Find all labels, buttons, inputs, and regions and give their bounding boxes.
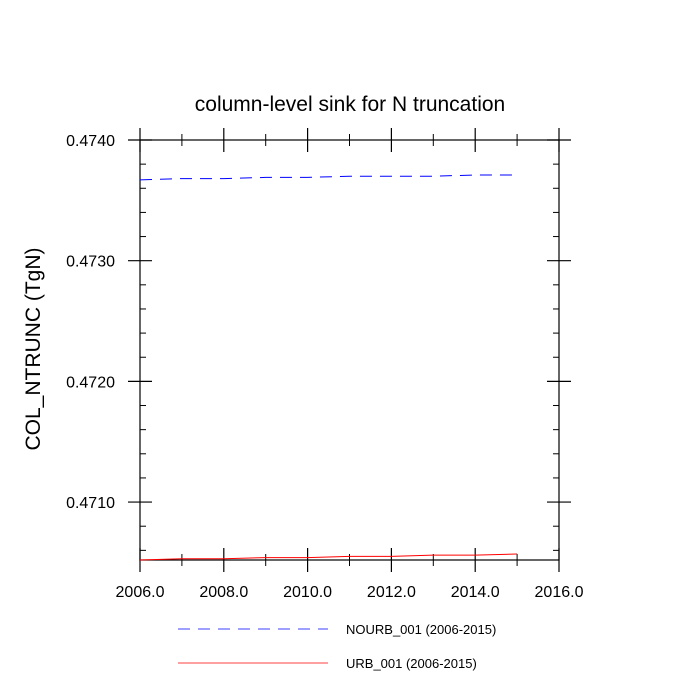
y-tick-labels: 0.4710 0.4720 0.4730 0.4740: [66, 133, 115, 512]
legend-label-0: NOURB_001 (2006-2015): [346, 622, 496, 637]
legend-label-1: URB_001 (2006-2015): [346, 656, 477, 671]
series-line-0: [139, 174, 518, 181]
axis-ticks: [128, 128, 571, 572]
x-tick-labels: 2006.0 2008.0 2010.0 2012.0 2014.0 2016.0: [116, 584, 584, 601]
y-tick-label: 0.4740: [66, 133, 115, 150]
chart-title: column-level sink for N truncation: [195, 93, 505, 116]
y-tick-label: 0.4730: [66, 254, 115, 271]
x-tick-label: 2012.0: [367, 584, 416, 601]
x-tick-label: 2006.0: [116, 584, 165, 601]
series-line-1: [139, 553, 518, 561]
y-axis-label: COL_NTRUNC (TgN): [22, 247, 45, 450]
x-tick-label: 2014.0: [451, 584, 500, 601]
y-tick-label: 0.4710: [66, 495, 115, 512]
x-tick-label: 2008.0: [199, 584, 248, 601]
x-tick-label: 2010.0: [283, 584, 332, 601]
legend: NOURB_001 (2006-2015) URB_001 (2006-2015): [178, 622, 496, 671]
y-tick-label: 0.4720: [66, 374, 115, 391]
series-lines: [139, 174, 518, 561]
x-tick-label: 2016.0: [535, 584, 584, 601]
plot-frame: [139, 139, 560, 561]
